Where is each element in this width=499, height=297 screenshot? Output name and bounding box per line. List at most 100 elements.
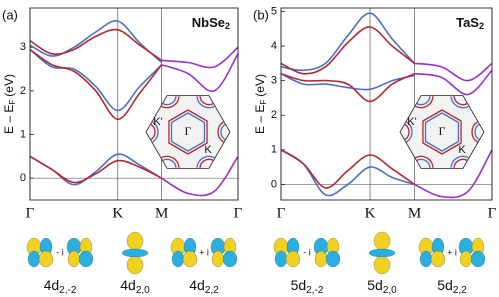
orbital-lobe (430, 250, 446, 268)
band-line (161, 46, 239, 69)
orbital-lobe (368, 248, 396, 258)
material-sub: 2 (479, 21, 484, 31)
orbital-lobe (182, 250, 198, 268)
orbital-lobe (470, 250, 486, 268)
k-pocket (199, 158, 214, 169)
orbital-label: 5d2,2 (437, 277, 467, 296)
panel-label: (a) (2, 7, 18, 22)
x-tick-label: Γ (234, 205, 243, 221)
band-line (29, 153, 163, 186)
y-tick-label: 3 (20, 41, 26, 53)
y-label-sub: F (8, 100, 17, 105)
orbital-label: 4d2,0 (120, 277, 150, 296)
orbital-prefix: 5d (367, 277, 383, 293)
orbital-lobe (373, 231, 391, 251)
orbital-lobe (274, 250, 288, 268)
y-tick-label: 3 (271, 75, 277, 87)
k-pocket (161, 96, 180, 109)
k-pocket (450, 155, 469, 168)
k-pocket (196, 155, 215, 168)
y-label-main: E – E (2, 105, 16, 134)
material-label: TaS2 (456, 15, 484, 31)
band-line (414, 149, 493, 199)
k-pocket (152, 121, 159, 143)
orbital-lobe (121, 248, 149, 258)
fermi-contour (424, 112, 460, 152)
k-pocket (220, 123, 226, 141)
x-tick-label: M (155, 205, 168, 221)
band-line (29, 48, 163, 112)
band-line (280, 12, 416, 72)
orbital-sub: 2,0 (383, 285, 397, 296)
fermi-contour (168, 109, 208, 155)
bz-label: K (458, 144, 466, 156)
k-pocket (404, 123, 410, 141)
material-label: NbSe2 (192, 15, 230, 31)
k-pocket (199, 95, 214, 106)
panel-label: (b) (253, 7, 269, 22)
plot-frame (280, 7, 493, 201)
orbital-sub: 2,2 (453, 285, 467, 296)
y-tick-label: 2 (20, 85, 26, 97)
k-pocket (162, 95, 177, 106)
orbital-label: 5d2,0 (367, 277, 397, 296)
orbital-lobe (314, 250, 328, 268)
band-line (29, 155, 162, 184)
orbital-prefix: 4d (44, 277, 60, 293)
orbital-sub: 2,2 (205, 285, 219, 296)
band-line (280, 26, 415, 75)
band-line (280, 149, 415, 189)
k-pocket (161, 155, 180, 168)
k-pocket (453, 95, 468, 106)
y-axis-label: E – EF (eV) (253, 74, 268, 134)
k-pocket (196, 96, 215, 109)
k-pocket (415, 155, 434, 168)
material-name: NbSe (192, 15, 225, 30)
y-label-unit: (eV) (253, 74, 267, 97)
orbital-operator: - i (303, 247, 311, 257)
band-line (414, 62, 493, 82)
band-line (414, 69, 493, 96)
y-tick-label: 5 (271, 5, 277, 17)
orbital-label: 5d2,-2 (291, 277, 324, 296)
k-pocket (415, 96, 434, 109)
orbital-lobe (78, 250, 94, 268)
orbital-lobe (126, 255, 144, 275)
k-pocket (416, 95, 431, 106)
orbital-operator: + i (447, 247, 457, 257)
orbital-sub: 2,0 (136, 285, 150, 296)
bz-label: K' (153, 116, 162, 128)
y-label-unit: (eV) (2, 74, 16, 97)
band-line (161, 155, 239, 197)
bz-label: K' (407, 116, 416, 128)
orbital-lobe (373, 255, 391, 275)
y-label-sub: F (259, 100, 268, 105)
band-line (280, 72, 415, 91)
x-tick-label: M (408, 205, 421, 221)
k-pocket (150, 123, 156, 141)
band-line (29, 48, 163, 121)
orbital-prefix: 4d (189, 277, 205, 293)
orbital-lobe (211, 250, 225, 268)
orbital-lobe (171, 250, 185, 268)
k-pocket (471, 121, 478, 143)
x-tick-label: K (365, 205, 376, 221)
x-tick-label: K (112, 205, 123, 221)
bz-label: Γ (439, 124, 446, 138)
x-tick-label: Γ (26, 205, 35, 221)
orbital-lobe (419, 250, 433, 268)
band-line (280, 149, 415, 197)
band-line (161, 53, 239, 93)
orbital-lobe (459, 250, 473, 268)
fermi-contour (170, 112, 206, 152)
orbital-label: 4d2,2 (189, 277, 219, 296)
material-sub: 2 (225, 21, 230, 31)
orbital-operator: - i (56, 247, 64, 257)
y-tick-label: 1 (271, 144, 277, 156)
y-tick-label: 0 (271, 178, 277, 190)
orbital-prefix: 4d (120, 277, 136, 293)
y-tick-label: 0 (20, 172, 26, 184)
orbital-lobe (27, 250, 41, 268)
orbital-sub: 2,-2 (59, 285, 77, 296)
orbital-sub: 2,-2 (306, 285, 324, 296)
